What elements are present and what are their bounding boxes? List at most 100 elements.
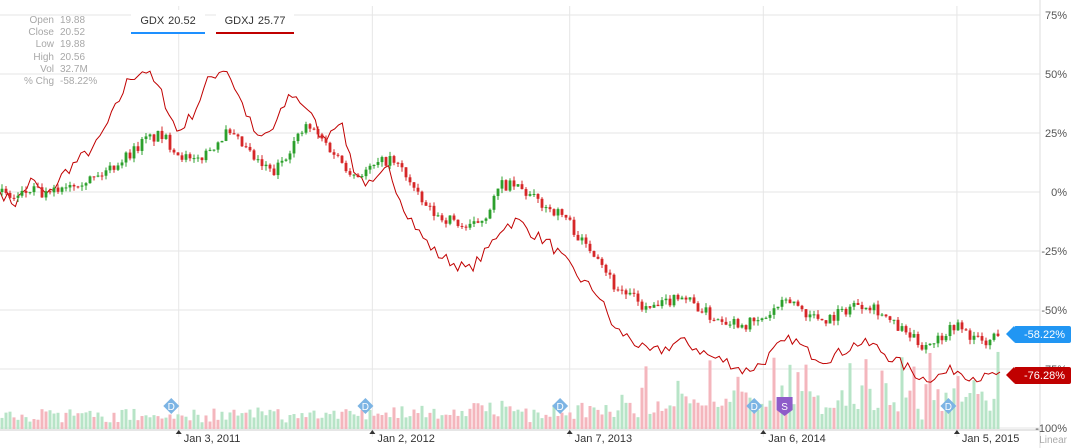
gdx-candle	[208, 147, 212, 152]
volume-bar	[308, 412, 312, 429]
gdx-candle	[776, 306, 780, 310]
volume-bar	[804, 364, 808, 429]
candle-body	[848, 306, 852, 315]
gdx-candle	[212, 149, 216, 152]
gdx-candle	[60, 186, 64, 195]
volume-bar	[808, 391, 812, 429]
legend-item-gdxj[interactable]: GDXJ 25.77	[216, 10, 294, 34]
gdx-candle	[412, 182, 416, 192]
volume-bar	[888, 405, 892, 429]
gdx-candle	[56, 184, 60, 194]
gdx-candle	[388, 151, 392, 170]
candle-body	[532, 193, 536, 195]
volume-bar	[492, 414, 496, 429]
volume-bar	[108, 422, 112, 429]
candle-body	[300, 132, 304, 134]
volume-bar	[304, 417, 308, 429]
volume-bar	[832, 407, 836, 429]
candle-body	[520, 184, 524, 190]
candle-body	[272, 168, 276, 176]
volume-bar	[100, 416, 104, 429]
candle-body	[584, 237, 588, 244]
volume-bar	[664, 408, 668, 429]
candle-body	[476, 221, 480, 223]
candle-body	[196, 157, 200, 159]
volume-bar	[580, 402, 584, 429]
volume-bar	[432, 408, 436, 429]
candle-body	[268, 164, 272, 169]
volume-bar	[716, 406, 720, 429]
volume-bar	[932, 400, 936, 429]
candle-body	[880, 314, 884, 316]
volume-bar	[680, 393, 684, 429]
volume-bar	[528, 422, 532, 429]
candle-body	[200, 157, 204, 161]
volume-bar	[936, 389, 940, 429]
volume-bar	[704, 405, 708, 429]
gdx-candle	[272, 164, 276, 176]
volume-bar	[600, 414, 604, 429]
gdx-candle	[540, 197, 544, 212]
x-tick-mark	[760, 430, 767, 434]
gdx-candle	[448, 215, 452, 226]
volume-bar	[608, 411, 612, 429]
candle-body	[264, 164, 268, 167]
gdx-candle	[620, 285, 624, 295]
candle-body	[324, 138, 328, 143]
gdx-candle	[468, 219, 472, 230]
candle-body	[276, 162, 280, 176]
volume-bar	[592, 407, 596, 429]
candle-body	[960, 322, 964, 330]
volume-bar	[464, 416, 468, 429]
gdx-candle	[12, 194, 16, 201]
gdx-candle	[748, 317, 752, 332]
volume-bar	[136, 420, 140, 429]
y-tick-label: 25%	[1045, 128, 1067, 140]
volume-bar	[628, 402, 632, 429]
candle-body	[628, 292, 632, 295]
gdx-candle	[952, 324, 956, 335]
candle-body	[136, 146, 140, 151]
volume-bar	[728, 401, 732, 429]
dividend-marker	[552, 398, 569, 414]
candle-body	[388, 156, 392, 166]
candle-body	[972, 335, 976, 340]
gdx-candle	[680, 295, 684, 300]
gdx-candle	[552, 208, 556, 217]
volume-bar	[408, 416, 412, 429]
gdx-candle	[840, 306, 844, 312]
candle-body	[708, 307, 712, 320]
volume-bar	[284, 422, 288, 429]
volume-bar	[644, 366, 648, 429]
volume-bar	[960, 401, 964, 429]
gdx-candle	[992, 332, 996, 342]
gdx-candle	[828, 314, 832, 324]
gdx-candle	[296, 132, 300, 144]
volume-bar	[648, 413, 652, 429]
candle-body	[288, 153, 292, 160]
gdx-candle	[124, 151, 128, 167]
volume-bar	[720, 405, 724, 429]
gdx-candle	[648, 306, 652, 310]
scale-toggle[interactable]: Linear	[1039, 435, 1067, 446]
candle-body	[212, 149, 216, 151]
volume-bar	[564, 415, 568, 429]
legend-item-gdx[interactable]: GDX 20.52	[131, 10, 205, 34]
candle-body	[424, 202, 428, 206]
volume-bar	[280, 419, 284, 429]
gdx-candle	[764, 316, 768, 320]
gdx-candle	[796, 299, 800, 307]
volume-bar	[420, 405, 424, 429]
candle-body	[968, 330, 972, 340]
gdx-candle	[728, 321, 732, 328]
gdx-candle	[424, 200, 428, 206]
candle-body	[712, 319, 716, 321]
dividend-event-icon: D	[940, 398, 957, 414]
volume-bar	[956, 376, 960, 429]
event-label: D	[168, 402, 175, 413]
candle-body	[56, 187, 60, 192]
candle-body	[428, 205, 432, 207]
gdx-candle	[204, 148, 208, 163]
volume-bar	[892, 402, 896, 429]
